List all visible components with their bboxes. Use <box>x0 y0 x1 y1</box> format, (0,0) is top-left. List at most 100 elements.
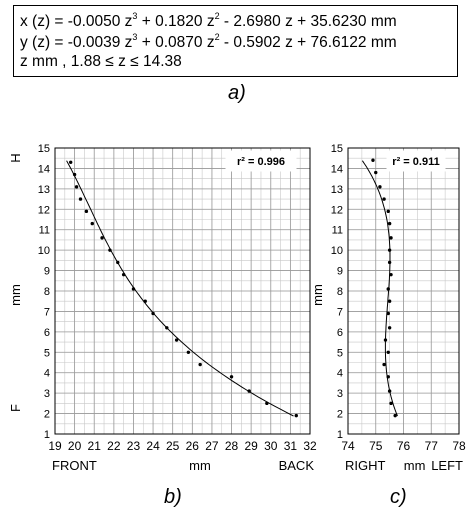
chart-b-xtick-label: 22 <box>107 439 121 453</box>
chart-b-data-point <box>174 338 179 342</box>
chart-b-data-point <box>143 299 147 303</box>
chart-b-data-point <box>247 389 251 393</box>
chart-c-xtick-label: 77 <box>425 439 439 453</box>
chart-c-data-point <box>387 248 392 252</box>
chart-c-data-point <box>383 338 388 342</box>
chart-b-ytick-label: 6 <box>44 327 50 339</box>
chart-b-data-point <box>84 209 89 214</box>
chart-c-ytick-label: 15 <box>331 143 343 155</box>
chart-c-ytick-label: 4 <box>337 368 343 380</box>
chart-c-xtick-label: 78 <box>452 439 466 453</box>
caption-c: c) <box>390 486 407 508</box>
chart-c-data-point <box>387 326 392 330</box>
chart-c-ytick-label: 6 <box>337 327 343 339</box>
chart-c-xtick-label: 74 <box>341 439 355 453</box>
chart-b-ytick-label: 8 <box>44 286 50 298</box>
chart-b-data-point <box>165 326 169 330</box>
chart-b-xlabel-right: BACK <box>279 458 315 473</box>
chart-c-data-point <box>382 362 386 367</box>
chart-b-xlabel: mm <box>189 458 211 473</box>
equation-range: z mm , 1.88 ≤ z ≤ 14.38 <box>20 53 182 70</box>
chart-b-xtick-label: 30 <box>264 439 278 453</box>
equation-box: x (z) = -0.0050 z3 + 0.1820 z2 - 2.6980 … <box>13 5 458 77</box>
chart-c-ytick-label: 13 <box>331 184 343 196</box>
chart-c-data-point <box>393 413 397 418</box>
chart-b-data-point <box>78 197 83 201</box>
chart-c-ytick-label: 2 <box>337 409 343 421</box>
chart-c-data-point <box>386 350 390 354</box>
chart-c-data-point <box>387 260 392 265</box>
chart-b-data-point <box>90 221 94 226</box>
chart-b-data-point <box>121 272 126 277</box>
chart-b-ytick-label: 1 <box>44 429 50 441</box>
chart-b-data-point <box>116 260 120 265</box>
chart-c-data-point <box>389 401 393 406</box>
chart-c-ytick-label: 1 <box>337 429 343 441</box>
chart-b-data-point <box>294 413 298 418</box>
chart-b-data-point <box>198 362 202 367</box>
chart-c-xtick-label: 76 <box>397 439 411 453</box>
chart-b-ytick-label: 2 <box>44 409 50 421</box>
chart-b-xtick-label: 23 <box>127 439 141 453</box>
caption-a: a) <box>228 82 246 104</box>
chart-b-ytick-label: 12 <box>38 204 50 216</box>
chart-b-xtick-label: 21 <box>88 439 102 453</box>
chart-c-ylabel: mm <box>310 284 325 306</box>
chart-c-ytick-label: 5 <box>337 347 343 359</box>
chart-b-data-point <box>229 375 234 379</box>
chart-c-data-point <box>387 221 392 226</box>
chart-b-ytick-label: 15 <box>38 143 50 155</box>
equation-x: x (z) = -0.0050 z3 + 0.1820 z2 - 2.6980 … <box>20 11 397 30</box>
chart-c-ytick-label: 8 <box>337 286 343 298</box>
chart-c-ytick-label: 9 <box>337 266 343 278</box>
chart-b-data-point <box>131 287 136 291</box>
chart-c-xlabel-left: RIGHT <box>345 458 386 473</box>
chart-c-data-point <box>386 287 390 291</box>
chart-b-ytick-label: 7 <box>44 306 50 318</box>
chart-b-data-point <box>74 185 79 189</box>
chart-c-ytick-label: 14 <box>331 163 343 175</box>
chart-b-data-point <box>151 311 155 316</box>
chart-c-data-point <box>382 197 386 201</box>
chart-c-ytick-label: 7 <box>337 306 343 318</box>
chart-b-ylabel-bottom: F <box>8 404 23 412</box>
chart-b-ytick-label: 9 <box>44 266 50 278</box>
chart-c-data-point <box>387 299 392 303</box>
chart-b-data-point <box>72 172 77 177</box>
equation-y: y (z) = -0.0039 z3 + 0.0870 z2 - 0.5902 … <box>20 32 397 51</box>
chart-c-data-point <box>389 272 393 277</box>
chart-c-r2-box <box>386 150 446 172</box>
chart-b-xtick-label: 24 <box>146 439 160 453</box>
chart-b-ytick-label: 14 <box>38 163 50 175</box>
chart-c-ytick-label: 3 <box>337 388 343 400</box>
chart-b-ytick-label: 5 <box>44 347 50 359</box>
chart-c-xtick-label: 75 <box>369 439 383 453</box>
chart-b-data-point <box>265 401 269 406</box>
chart-c-plot-frame <box>347 147 460 435</box>
chart-b-xtick-label: 27 <box>205 439 219 453</box>
chart-b-ytick-label: 10 <box>38 245 50 257</box>
chart-b-xtick-label: 26 <box>186 439 200 453</box>
chart-b-xtick-label: 19 <box>48 439 62 453</box>
chart-c-data-point <box>387 389 392 393</box>
chart-b-ylabel-top: H <box>8 153 23 162</box>
chart-b-xtick-label: 32 <box>303 439 317 453</box>
chart-b-plot-frame <box>54 147 311 435</box>
chart-c-data-point <box>389 236 393 240</box>
chart-b-ytick-label: 4 <box>44 368 50 380</box>
chart-b-xtick-label: 28 <box>225 439 239 453</box>
chart-b-xlabel-left: FRONT <box>52 458 97 473</box>
chart-c-data-point <box>386 209 390 214</box>
chart-c-ytick-label: 12 <box>331 204 343 216</box>
chart-c-data-point <box>386 311 390 316</box>
chart-b-ytick-label: 13 <box>38 184 50 196</box>
chart-c-xlabel-right: LEFT <box>431 458 463 473</box>
chart-b-ytick-label: 11 <box>39 225 50 237</box>
chart-c-r2-label: r² = 0.911 <box>392 156 439 168</box>
chart-c-data-point <box>371 158 375 162</box>
chart-b-r2-box <box>225 150 297 172</box>
chart-b-data-point <box>68 160 73 164</box>
chart-b-xtick-label: 31 <box>284 439 298 453</box>
chart-c-data-point <box>386 375 390 379</box>
